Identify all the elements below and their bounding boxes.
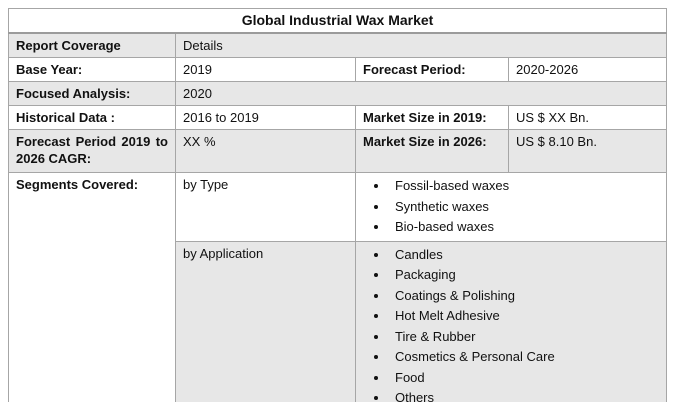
by-application-label: by Application (175, 240, 356, 402)
forecast-cagr-label: Forecast Period 2019 to 2026 CAGR: (8, 129, 176, 173)
bullet-item: Tire & Rubber (389, 327, 659, 348)
bullet-item: Cosmetics & Personal Care (389, 347, 659, 368)
historical-data-label: Historical Data : (8, 105, 176, 130)
table-row: Base Year: 2019 Forecast Period: 2020-20… (8, 57, 668, 82)
bullet-item: Bio-based waxes (389, 217, 659, 238)
bullet-item: Synthetic waxes (389, 197, 659, 218)
segments-covered-label: Segments Covered: (8, 172, 176, 402)
base-year-label: Base Year: (8, 57, 176, 82)
bullet-item: Fossil-based waxes (389, 176, 659, 197)
bullet-item: Candles (389, 245, 659, 266)
bullet-item: Food (389, 368, 659, 389)
table-row: Forecast Period 2019 to 2026 CAGR: XX % … (8, 129, 668, 173)
table-row: Segments Covered: by Type Fossil-based w… (8, 172, 668, 402)
bullet-item: Packaging (389, 265, 659, 286)
market-size-2026-value: US $ 8.10 Bn. (507, 129, 668, 173)
forecast-period-label: Forecast Period: (355, 57, 509, 82)
table-row: Global Industrial Wax Market (7, 8, 668, 34)
base-year-value: 2019 (175, 57, 356, 82)
forecast-cagr-value: XX % (175, 129, 356, 173)
table-row: by Application CandlesPackagingCoatings … (9, 240, 668, 402)
bullet-item: Coatings & Polishing (389, 286, 659, 307)
by-application-bullet-list: CandlesPackagingCoatings & PolishingHot … (363, 245, 659, 402)
market-size-2019-value: US $ XX Bn. (507, 105, 668, 130)
report-coverage-table: Global Industrial Wax Market Report Cove… (7, 8, 668, 402)
bullet-item: Hot Melt Adhesive (389, 306, 659, 327)
by-application-items-cell: CandlesPackagingCoatings & PolishingHot … (354, 240, 668, 402)
by-type-label: by Type (175, 172, 356, 242)
report-coverage-value: Details (174, 32, 668, 58)
bullet-item: Others (389, 388, 659, 402)
forecast-period-value: 2020-2026 (507, 57, 668, 82)
focused-analysis-value: 2020 (174, 81, 668, 106)
focused-analysis-label: Focused Analysis: (8, 81, 176, 106)
market-size-2019-label: Market Size in 2019: (355, 105, 509, 130)
table-row: Report Coverage Details (8, 32, 668, 58)
report-coverage-label: Report Coverage (8, 32, 176, 58)
market-size-2026-label: Market Size in 2026: (355, 129, 509, 173)
historical-data-value: 2016 to 2019 (175, 105, 356, 130)
page-title: Global Industrial Wax Market (7, 8, 668, 34)
table-row: Focused Analysis: 2020 (8, 81, 668, 106)
by-type-items-cell: Fossil-based waxesSynthetic waxesBio-bas… (354, 172, 668, 242)
by-type-bullet-list: Fossil-based waxesSynthetic waxesBio-bas… (363, 176, 659, 238)
table-row: Historical Data : 2016 to 2019 Market Si… (8, 105, 668, 130)
